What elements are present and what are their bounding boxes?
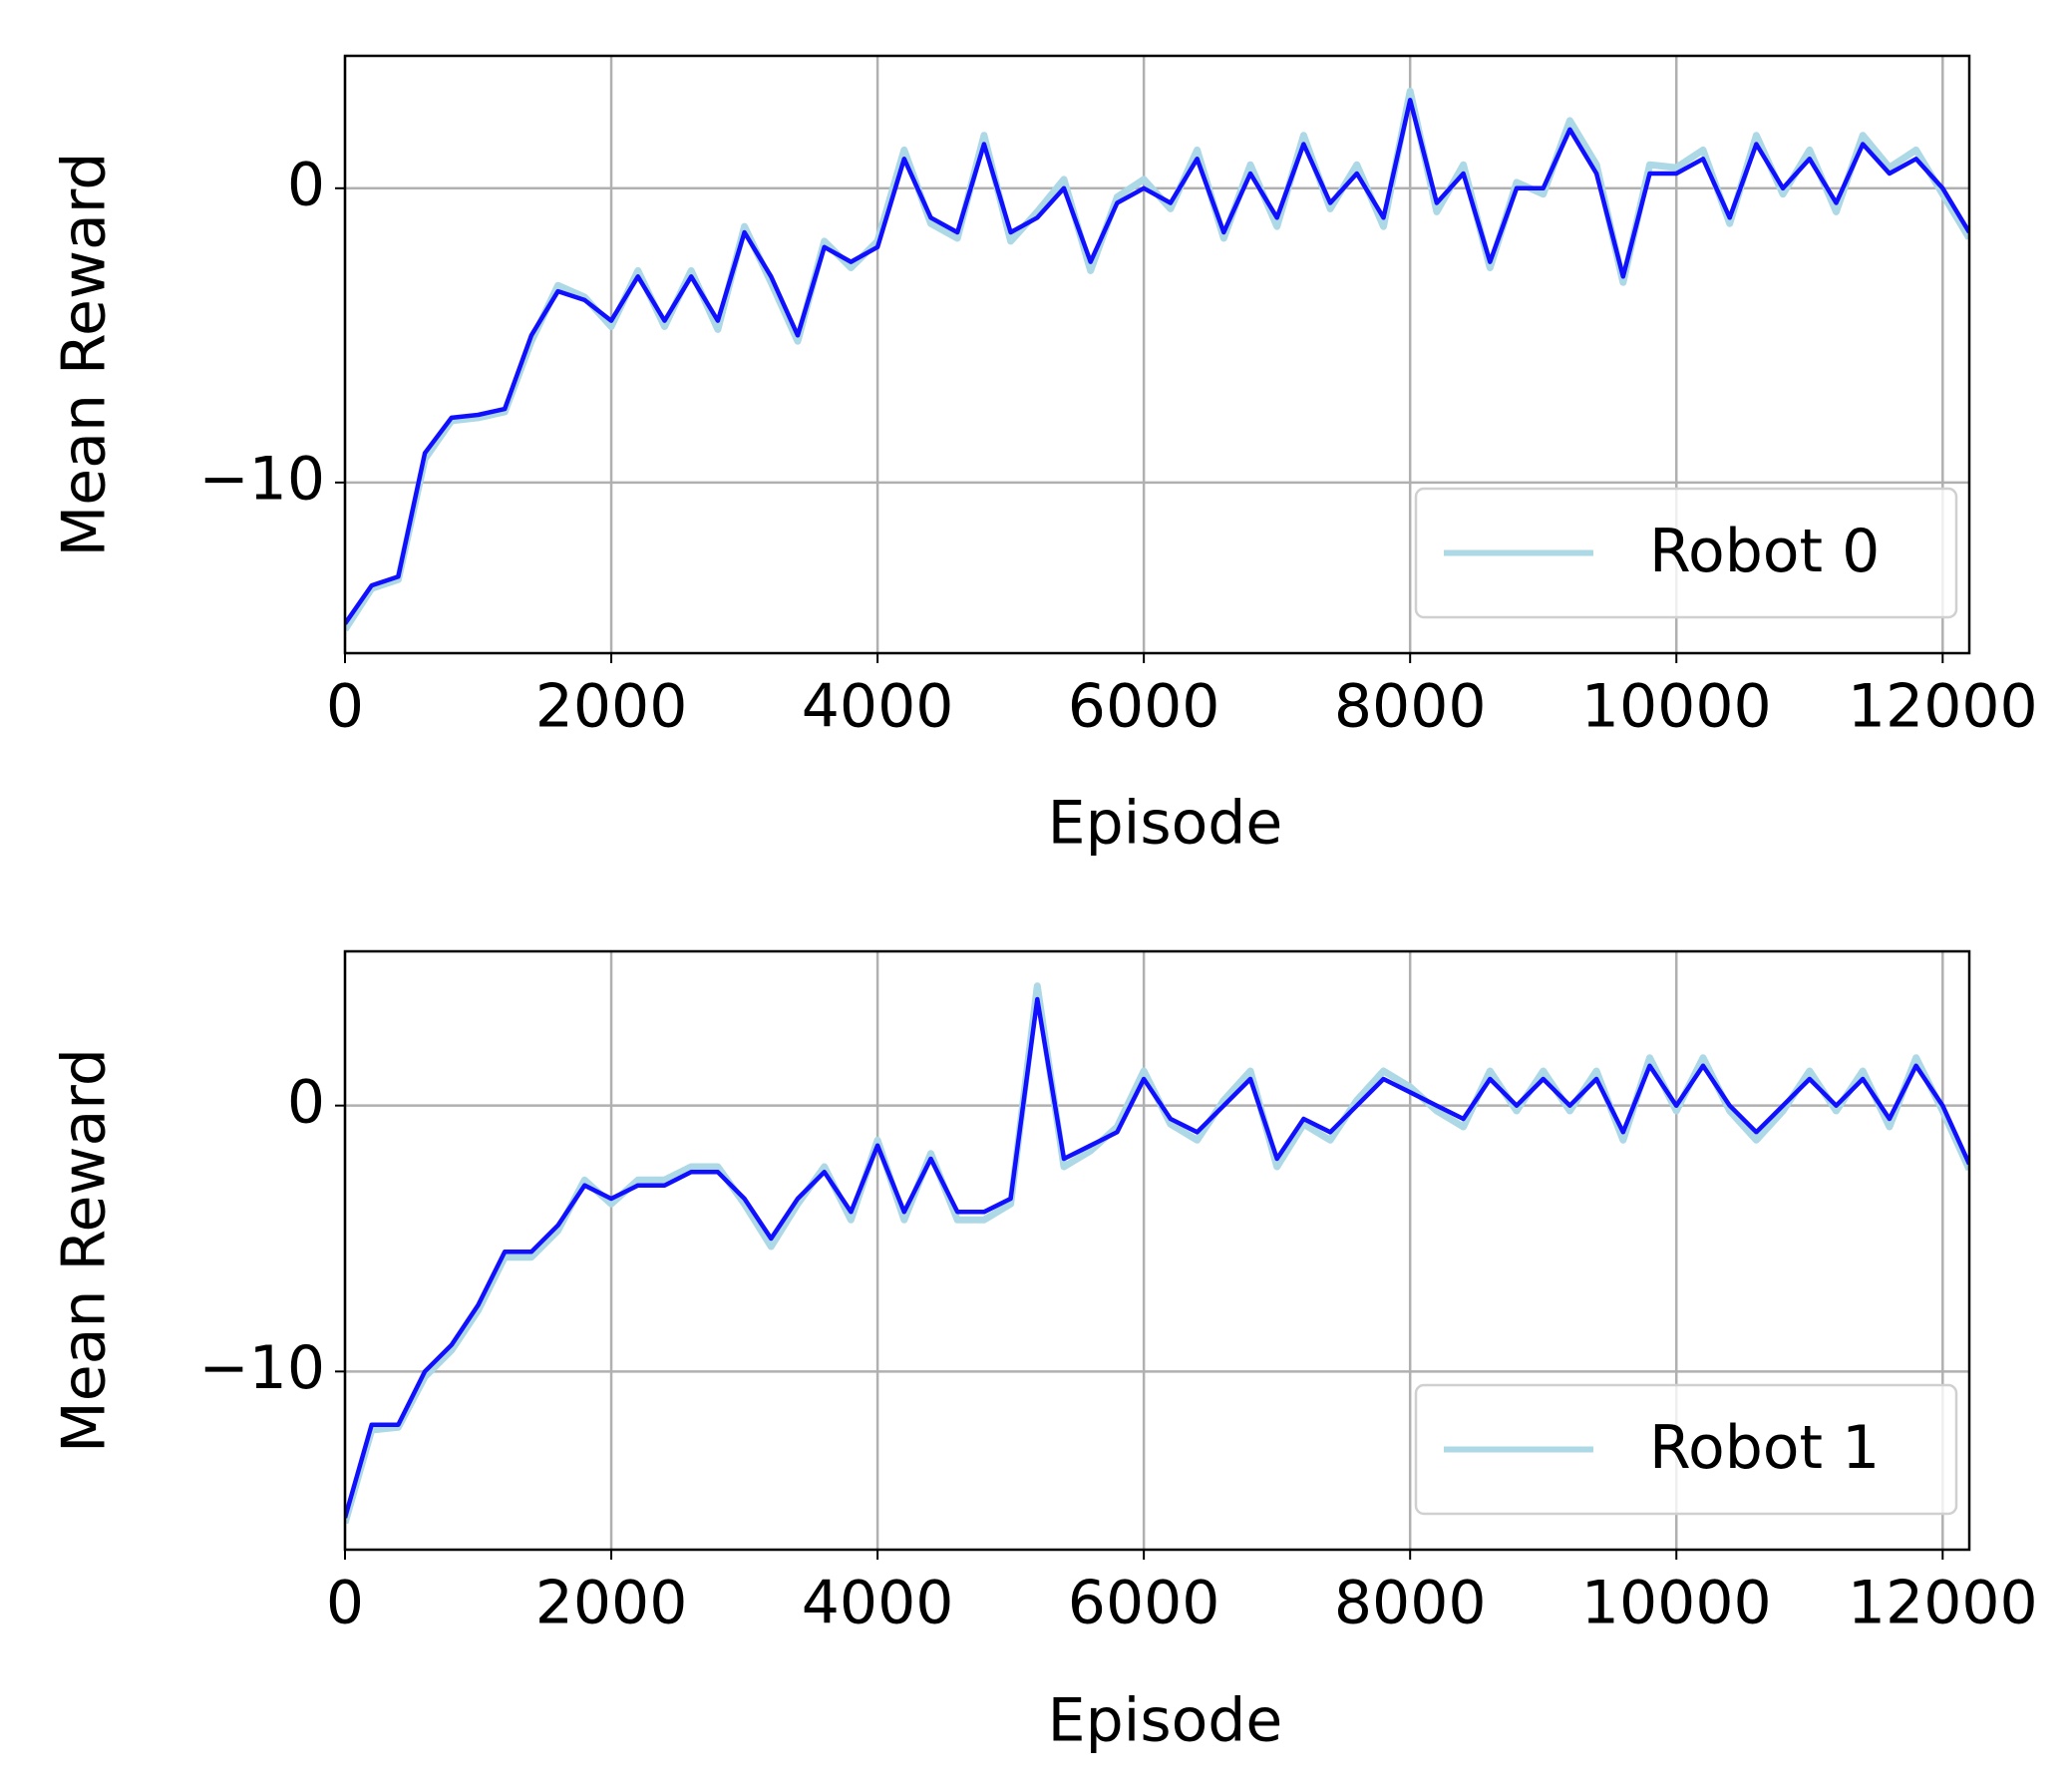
x-tick-label: 8000 (1334, 1569, 1487, 1638)
x-axis-label: Episode (1048, 789, 1283, 859)
plot-frame (343, 949, 1971, 1552)
y-axis-label: Mean Reward (50, 1048, 120, 1453)
y-axis-label: Mean Reward (50, 153, 120, 557)
x-tick-label: 4000 (802, 672, 954, 742)
x-tick-label: 6000 (1068, 1569, 1220, 1638)
legend-box (1414, 487, 1958, 619)
x-axis-label: Episode (1048, 1686, 1283, 1756)
x-tick-label: 12000 (1848, 672, 2038, 742)
y-tick-label: −10 (198, 444, 325, 514)
legend-box (1414, 1383, 1958, 1516)
x-tick-label: 12000 (1848, 1569, 2038, 1638)
x-tick-label: 4000 (802, 1569, 954, 1638)
x-tick-label: 6000 (1068, 672, 1220, 742)
plot-frame (343, 54, 1971, 655)
series-line (345, 98, 1969, 625)
y-tick-label: 0 (287, 150, 325, 219)
x-tick-label: 2000 (535, 1569, 688, 1638)
y-tick-label: 0 (287, 1067, 325, 1137)
x-tick-label: 10000 (1581, 672, 1772, 742)
x-tick-label: 2000 (535, 672, 688, 742)
series-line (345, 996, 1969, 1519)
legend-label: Robot 1 (1649, 1413, 1880, 1483)
legend-label: Robot 0 (1649, 517, 1880, 586)
y-tick-label: −10 (198, 1333, 325, 1403)
x-tick-label: 0 (326, 672, 364, 742)
x-tick-label: 8000 (1334, 672, 1487, 742)
x-tick-label: 10000 (1581, 1569, 1772, 1638)
x-tick-label: 0 (326, 1569, 364, 1638)
